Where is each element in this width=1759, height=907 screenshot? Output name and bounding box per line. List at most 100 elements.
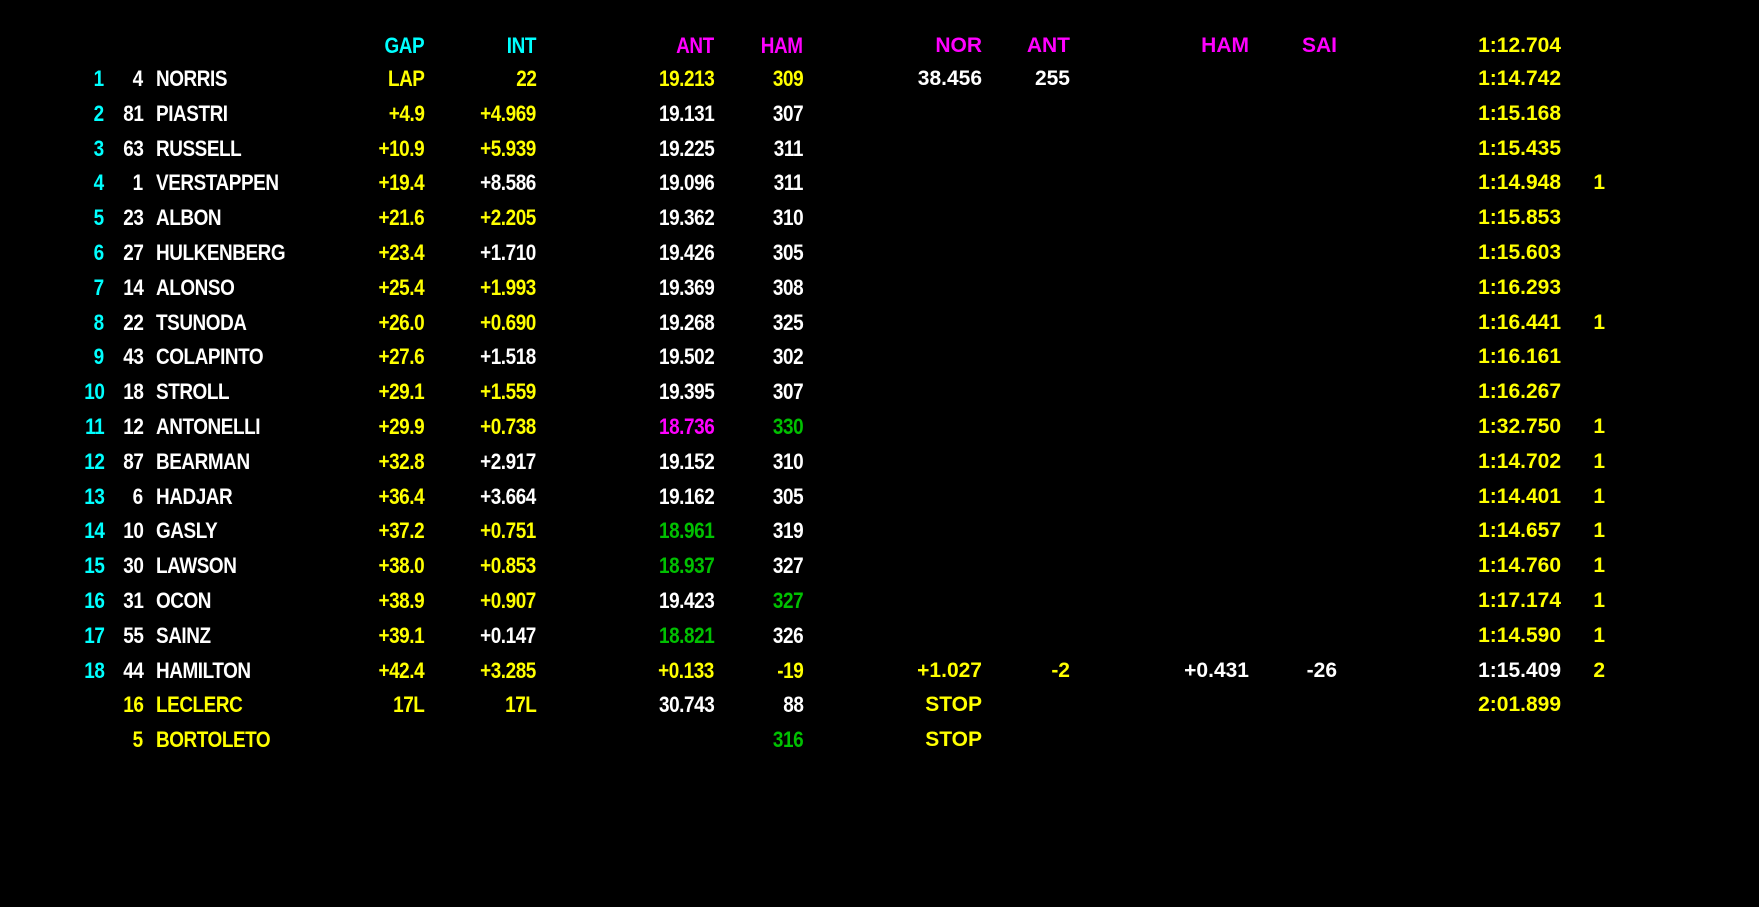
cell-lap: 1:16.441 [1478,310,1561,334]
cell-lap: 1:14.702 [1478,449,1561,473]
cell-ant: 19.369 [658,274,715,300]
cell-lap: 1:17.174 [1478,589,1561,612]
cell-name: HULKENBERG [156,240,286,265]
cell-int: +1.559 [480,379,536,405]
driver-row: 5 BORTOLETO 316 STOP [0,723,1759,757]
cell-num: 27 [122,240,144,265]
cell-gap: +10.9 [378,135,424,161]
cell-gap: +42.4 [378,657,424,683]
cell-name: VERSTAPPEN [156,170,279,196]
cell-lap: 1:16.293 [1478,275,1561,299]
cell-num: 87 [122,448,144,474]
cell-pits: 1 [1593,554,1605,578]
cell-name: TSUNODA [156,309,247,335]
cell-num: 14 [122,274,144,300]
cell-pos: 15 [83,553,105,579]
cell-int: +3.285 [480,657,536,683]
cell-name: LAWSON [156,553,237,579]
cell-num: 63 [122,135,144,161]
cell-pits: 1 [1593,449,1605,473]
cell-num: 5 [132,727,144,753]
cell-gap: 17L [392,692,425,718]
cell-pos: 1 [93,66,105,91]
cell-name: ALONSO [156,274,235,300]
cell-lap: 1:32.750 [1478,415,1561,438]
cell-num: 30 [122,553,144,579]
cell-pits: 1 [1593,484,1605,508]
cell-sai: -26 [1306,658,1337,682]
cell-num: 55 [122,622,144,648]
cell-ant2: -2 [1051,658,1070,682]
cell-pos: 4 [93,170,105,196]
header-nor: NOR [935,34,982,57]
cell-ham: 307 [772,379,804,405]
cell-int: +2.205 [480,205,536,231]
driver-row: 5 23 ALBON +21.6 +2.205 19.362 310 1:15.853 [0,201,1759,235]
cell-ham: 309 [772,66,804,91]
driver-row: 13 6 HADJAR +36.4 +3.664 19.162 305 1:14.401 1 [0,480,1759,514]
cell-int: +0.147 [480,622,536,648]
cell-ant: 18.937 [658,553,715,579]
cell-lap: 1:14.948 [1478,171,1561,195]
cell-ant: 18.736 [658,414,715,439]
driver-row: 2 81 PIASTRI +4.9 +4.969 19.131 307 1:15.168 [0,97,1759,131]
cell-int: +8.586 [480,170,536,196]
cell-pos: 10 [83,379,105,405]
cell-name: BEARMAN [156,448,250,474]
cell-ham: 307 [772,100,804,126]
cell-int: +1.710 [480,240,536,265]
cell-lap: 1:14.401 [1478,484,1561,508]
cell-gap: +21.6 [378,205,424,231]
cell-lap: 1:15.168 [1478,101,1561,125]
cell-gap: +29.1 [378,379,424,405]
cell-ant: 19.213 [658,66,715,91]
cell-pits: 1 [1593,415,1605,438]
header-ant2: ANT [1026,34,1070,57]
cell-int: +4.969 [480,100,536,126]
cell-nor: 38.456 [917,67,982,90]
cell-ant: 19.362 [658,205,715,231]
cell-int: +0.751 [480,518,536,544]
cell-num: 23 [122,205,144,231]
cell-lap: 1:14.590 [1478,623,1561,647]
cell-pos: 6 [93,240,105,265]
cell-name: RUSSELL [156,135,242,161]
cell-int: 22 [515,66,537,91]
cell-ant2: 255 [1034,67,1070,90]
cell-ham: 308 [772,274,804,300]
cell-ant: +0.133 [658,657,714,683]
driver-row: 1 4 NORRIS LAP 22 19.213 309 38.456 255 1:14.742 [0,62,1759,96]
cell-ham: 316 [772,727,804,753]
cell-ham: 310 [772,205,804,231]
driver-row: 18 44 HAMILTON +42.4 +3.285 +0.133 -19 +1.027 -2… [0,654,1759,688]
cell-pos: 7 [93,274,105,300]
cell-gap: +29.9 [378,414,424,439]
cell-ant: 19.162 [658,483,715,509]
cell-lap: 1:15.603 [1478,241,1561,264]
cell-name: GASLY [156,518,218,544]
header-gap: GAP [384,33,424,58]
header-sai: SAI [1301,34,1337,57]
cell-ham: 311 [773,135,804,161]
cell-name: HADJAR [156,483,233,509]
cell-int: +3.664 [480,483,536,509]
cell-ant: 18.961 [658,518,715,544]
cell-ham: 330 [772,414,804,439]
cell-num: 1 [132,170,144,196]
header-lap: 1:12.704 [1478,34,1561,57]
cell-int: +0.690 [480,309,536,335]
cell-int: +1.993 [480,274,536,300]
driver-row: 3 63 RUSSELL +10.9 +5.939 19.225 311 1:15.435 [0,132,1759,166]
cell-num: 31 [122,588,144,613]
cell-gap: +38.0 [378,553,424,579]
cell-gap: +4.9 [388,100,424,126]
cell-num: 16 [122,692,144,718]
cell-lap: 2:01.899 [1478,693,1561,717]
cell-int: +0.738 [480,414,536,439]
driver-row: 4 1 VERSTAPPEN +19.4 +8.586 19.096 311 1:14.948… [0,166,1759,200]
cell-int: +2.917 [480,448,536,474]
cell-ham: 311 [773,170,804,196]
cell-num: 18 [122,379,144,405]
cell-pos: 2 [93,100,105,126]
cell-int: 17L [504,692,537,718]
